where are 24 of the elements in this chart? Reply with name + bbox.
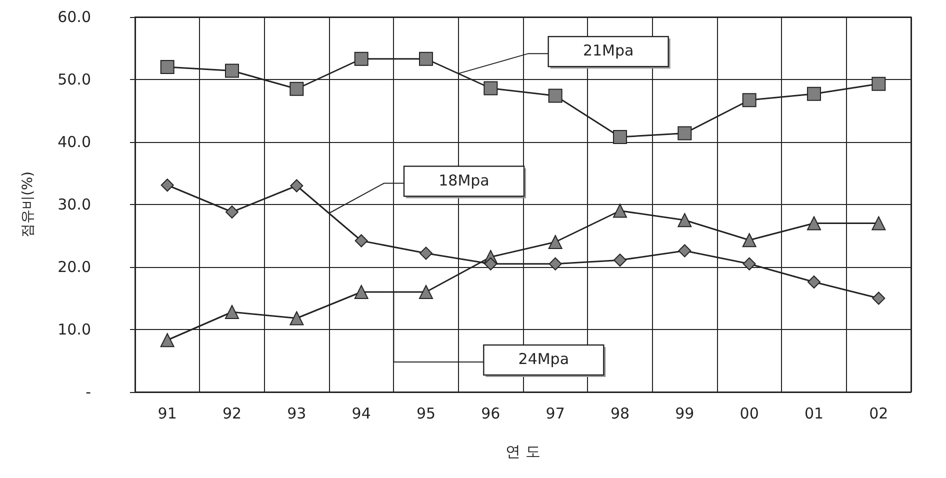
text: 24Mpa <box>518 350 570 368</box>
x-tick-label: 96 <box>481 404 500 422</box>
x-tick-label: 02 <box>869 404 888 422</box>
x-tick-label: 94 <box>352 404 371 422</box>
x-tick-label: 99 <box>675 404 694 422</box>
y-tick-label: 30.0 <box>58 196 91 214</box>
x-tick-label: 93 <box>287 404 306 422</box>
y-tick-label: 50.0 <box>58 70 91 88</box>
text: 18Mpa <box>438 171 490 190</box>
y-tick-label: - <box>86 383 91 401</box>
y-tick-label: 20.0 <box>58 258 91 276</box>
x-tick-label: 00 <box>740 404 759 422</box>
y-tick-label: 60.0 <box>58 8 91 26</box>
x-tick-label: 95 <box>416 404 436 422</box>
x-tick-label: 97 <box>546 404 565 422</box>
x-tick-label: 01 <box>804 404 824 422</box>
x-tick-label: 98 <box>610 404 630 422</box>
x-tick-label: 91 <box>158 404 177 422</box>
y-axis-title: 점유비(%) <box>20 171 36 238</box>
y-tick-label: 40.0 <box>58 133 91 151</box>
x-axis-title: 연 도 <box>506 442 540 460</box>
x-tick-label: 92 <box>222 404 242 422</box>
text: 21Mpa <box>582 42 634 60</box>
y-tick-label: 10.0 <box>58 320 91 338</box>
